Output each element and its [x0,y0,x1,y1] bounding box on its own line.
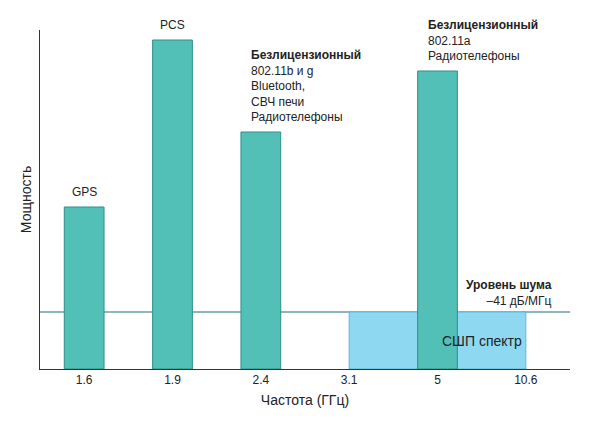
svg-text:1.6: 1.6 [76,373,93,387]
svg-text:СШП спектр: СШП спектр [442,333,522,349]
svg-text:Уровень шума–41 дБ/МГц: Уровень шума–41 дБ/МГц [466,278,552,308]
svg-text:5: 5 [434,373,441,387]
svg-text:1.9: 1.9 [164,373,181,387]
svg-text:GPS: GPS [72,185,97,199]
svg-text:2.4: 2.4 [252,373,269,387]
svg-text:Безлицензионный802.11aРадиотел: Безлицензионный802.11aРадиотелефоны [428,18,538,63]
svg-text:PCS: PCS [160,18,185,32]
svg-text:10.6: 10.6 [514,373,538,387]
svg-text:Частота (ГГц): Частота (ГГц) [261,392,349,408]
svg-text:Безлицензионный802.11b и gBlue: Безлицензионный802.11b и gBluetooth,СВЧ … [251,48,361,124]
svg-text:3.1: 3.1 [341,373,358,387]
svg-text:Мощность: Мощность [18,166,34,233]
